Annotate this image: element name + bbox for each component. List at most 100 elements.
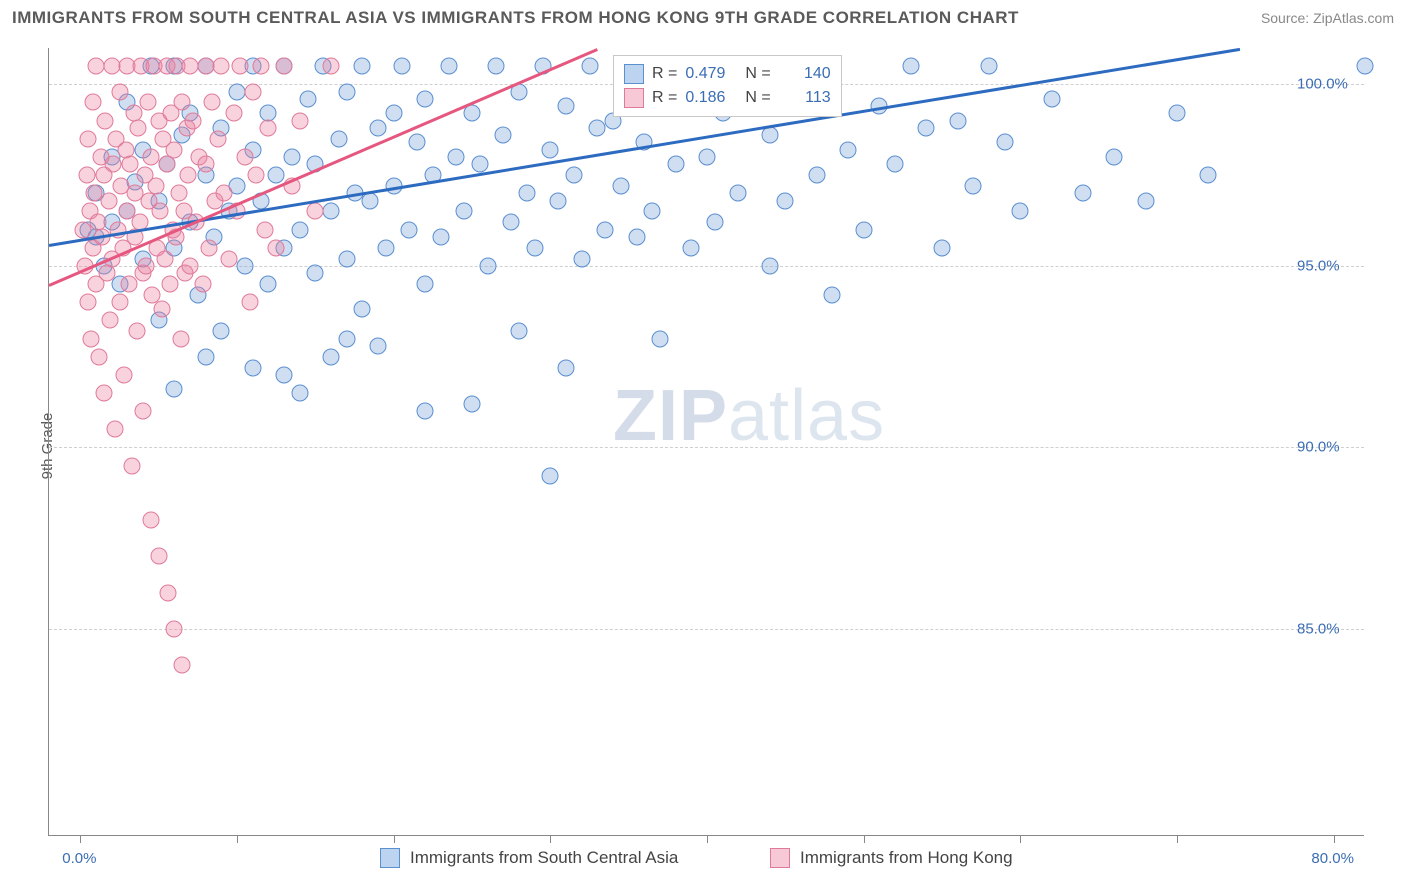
x-tick bbox=[1334, 835, 1335, 843]
scatter-point bbox=[174, 94, 191, 111]
scatter-point bbox=[573, 250, 590, 267]
scatter-point bbox=[393, 58, 410, 75]
scatter-point bbox=[518, 185, 535, 202]
scatter-point bbox=[542, 141, 559, 158]
x-tick-label: 80.0% bbox=[1311, 850, 1354, 867]
scatter-point bbox=[1106, 148, 1123, 165]
scatter-point bbox=[887, 156, 904, 173]
x-tick bbox=[707, 835, 708, 843]
stats-legend: R =0.479N =140R =0.186N =113 bbox=[613, 55, 842, 117]
scatter-point bbox=[111, 83, 128, 100]
scatter-point bbox=[628, 228, 645, 245]
x-tick bbox=[1177, 835, 1178, 843]
x-tick bbox=[1020, 835, 1021, 843]
scatter-point bbox=[565, 167, 582, 184]
scatter-point bbox=[354, 301, 371, 318]
scatter-point bbox=[581, 58, 598, 75]
x-tick bbox=[237, 835, 238, 843]
scatter-point bbox=[981, 58, 998, 75]
scatter-point bbox=[401, 221, 418, 238]
scatter-point bbox=[225, 105, 242, 122]
scatter-point bbox=[91, 348, 108, 365]
scatter-point bbox=[432, 228, 449, 245]
scatter-point bbox=[185, 112, 202, 129]
scatter-point bbox=[200, 239, 217, 256]
scatter-point bbox=[918, 119, 935, 136]
scatter-point bbox=[142, 512, 159, 529]
scatter-point bbox=[338, 330, 355, 347]
scatter-point bbox=[95, 384, 112, 401]
scatter-point bbox=[996, 134, 1013, 151]
y-tick-label: 100.0% bbox=[1297, 76, 1348, 93]
scatter-point bbox=[139, 94, 156, 111]
scatter-point bbox=[808, 167, 825, 184]
scatter-point bbox=[965, 177, 982, 194]
scatter-point bbox=[124, 457, 141, 474]
series-legend: Immigrants from South Central Asia bbox=[380, 848, 678, 868]
legend-swatch bbox=[380, 848, 400, 868]
scatter-point bbox=[370, 337, 387, 354]
x-tick bbox=[394, 835, 395, 843]
scatter-point bbox=[542, 468, 559, 485]
scatter-point bbox=[417, 403, 434, 420]
scatter-point bbox=[761, 257, 778, 274]
x-tick bbox=[864, 835, 865, 843]
scatter-point bbox=[1075, 185, 1092, 202]
scatter-point bbox=[1043, 90, 1060, 107]
x-tick bbox=[550, 835, 551, 843]
series-legend: Immigrants from Hong Kong bbox=[770, 848, 1013, 868]
scatter-point bbox=[229, 83, 246, 100]
scatter-point bbox=[172, 330, 189, 347]
scatter-point bbox=[213, 58, 230, 75]
scatter-point bbox=[97, 112, 114, 129]
legend-swatch bbox=[624, 88, 644, 108]
scatter-point bbox=[511, 323, 528, 340]
r-label: R = bbox=[652, 86, 677, 110]
scatter-point bbox=[174, 657, 191, 674]
scatter-point bbox=[824, 286, 841, 303]
scatter-point bbox=[855, 221, 872, 238]
scatter-point bbox=[80, 294, 97, 311]
scatter-point bbox=[221, 250, 238, 267]
scatter-point bbox=[409, 134, 426, 151]
scatter-point bbox=[194, 276, 211, 293]
scatter-point bbox=[667, 156, 684, 173]
scatter-point bbox=[236, 257, 253, 274]
y-tick-label: 85.0% bbox=[1297, 621, 1340, 638]
scatter-point bbox=[417, 90, 434, 107]
scatter-point bbox=[138, 257, 155, 274]
scatter-point bbox=[111, 294, 128, 311]
scatter-point bbox=[276, 58, 293, 75]
scatter-point bbox=[370, 119, 387, 136]
watermark: ZIPatlas bbox=[613, 375, 885, 457]
scatter-point bbox=[777, 192, 794, 209]
scatter-point bbox=[464, 395, 481, 412]
scatter-point bbox=[1137, 192, 1154, 209]
scatter-point bbox=[257, 221, 274, 238]
scatter-point bbox=[503, 214, 520, 231]
scatter-point bbox=[84, 94, 101, 111]
scatter-point bbox=[283, 148, 300, 165]
scatter-point bbox=[153, 301, 170, 318]
scatter-point bbox=[260, 119, 277, 136]
scatter-point bbox=[166, 621, 183, 638]
scatter-point bbox=[105, 156, 122, 173]
n-value: 113 bbox=[779, 86, 831, 110]
r-label: R = bbox=[652, 62, 677, 86]
scatter-point bbox=[526, 239, 543, 256]
chart-header: IMMIGRANTS FROM SOUTH CENTRAL ASIA VS IM… bbox=[12, 8, 1394, 28]
scatter-point bbox=[130, 119, 147, 136]
scatter-point bbox=[934, 239, 951, 256]
scatter-point bbox=[150, 548, 167, 565]
scatter-point bbox=[471, 156, 488, 173]
y-tick-label: 90.0% bbox=[1297, 439, 1340, 456]
legend-swatch bbox=[624, 64, 644, 84]
scatter-point bbox=[98, 265, 115, 282]
scatter-point bbox=[307, 203, 324, 220]
scatter-point bbox=[330, 130, 347, 147]
scatter-point bbox=[683, 239, 700, 256]
scatter-point bbox=[699, 148, 716, 165]
scatter-point bbox=[241, 294, 258, 311]
plot-area: 85.0%90.0%95.0%100.0%ZIPatlasR =0.479N =… bbox=[48, 48, 1364, 836]
scatter-point bbox=[83, 330, 100, 347]
